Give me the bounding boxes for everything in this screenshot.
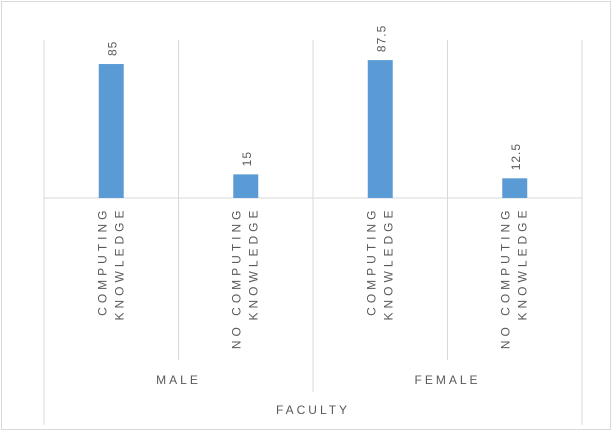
bar xyxy=(367,60,393,198)
bar xyxy=(98,64,124,198)
group-label: MALE xyxy=(156,373,201,387)
bar xyxy=(502,178,528,198)
value-label: 85 xyxy=(105,41,119,56)
category-label: NO COMPUTING KNOWLEDGE xyxy=(229,206,261,350)
category-label: NO COMPUTING KNOWLEDGE xyxy=(498,206,530,350)
bar xyxy=(233,174,259,198)
value-label: 15 xyxy=(240,151,254,166)
x-axis-label: FACULTY xyxy=(275,403,351,417)
value-label: 12.5 xyxy=(509,143,523,170)
value-label: 87.5 xyxy=(374,25,388,52)
category-label: COMPUTING KNOWLEDGE xyxy=(364,206,396,321)
group-label: FEMALE xyxy=(414,373,481,387)
category-label: COMPUTING KNOWLEDGE xyxy=(95,206,127,321)
